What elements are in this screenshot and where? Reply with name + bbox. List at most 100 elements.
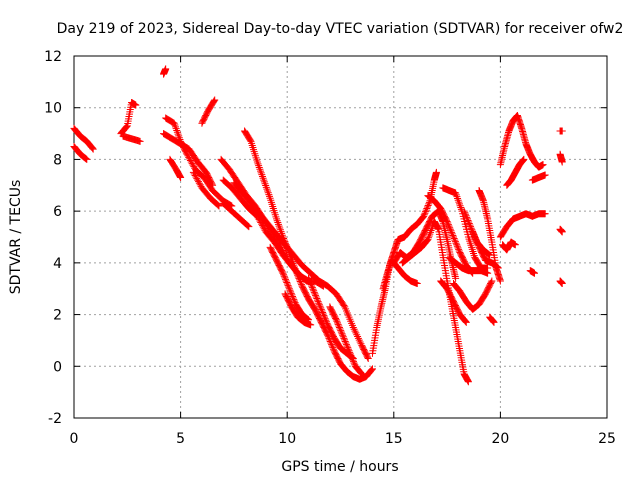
data-point: [422, 208, 430, 216]
data-point: [264, 189, 272, 197]
data-point: [342, 341, 350, 349]
data-point: [292, 267, 300, 275]
data-point: [245, 223, 253, 231]
data-point: [295, 274, 303, 282]
data-point: [462, 318, 470, 326]
data-point: [446, 224, 454, 232]
data-point: [291, 265, 299, 273]
data-point: [82, 154, 90, 162]
data-point: [349, 324, 357, 331]
data-point: [443, 217, 451, 225]
data-point: [289, 294, 297, 302]
data-point: [88, 144, 96, 152]
data-point: [290, 296, 298, 304]
data-point: [191, 171, 199, 179]
data-point: [426, 230, 434, 238]
data-point: [309, 285, 317, 293]
data-point: [278, 268, 286, 276]
data-point: [453, 242, 461, 250]
data-point: [461, 209, 469, 217]
data-point: [313, 296, 321, 304]
data-point: [297, 279, 305, 287]
data-point: [444, 219, 452, 227]
data-point: [258, 222, 266, 230]
data-point: [285, 249, 293, 257]
data-point: [258, 171, 266, 179]
data-point: [189, 168, 197, 176]
data-point: [340, 334, 348, 342]
data-point: [323, 319, 331, 327]
data-point: [319, 309, 327, 317]
data-point: [558, 280, 566, 288]
data-point: [340, 302, 348, 310]
data-point: [558, 158, 566, 166]
data-point: [454, 244, 462, 252]
x-axis-label: GPS time / hours: [281, 459, 398, 475]
data-point: [310, 288, 318, 296]
data-point: [315, 301, 323, 309]
data-point: [312, 293, 320, 301]
y-tick-label: 8: [53, 152, 62, 168]
data-point: [449, 231, 457, 239]
data-point: [413, 280, 421, 288]
data-point: [123, 123, 131, 131]
data-point: [338, 330, 346, 338]
data-point: [257, 219, 265, 227]
data-point: [273, 215, 281, 223]
data-point: [296, 277, 304, 285]
data-point: [464, 378, 472, 386]
data-point: [455, 200, 463, 208]
data-point: [452, 239, 460, 247]
data-point: [306, 279, 314, 287]
data-point: [427, 227, 435, 235]
x-tick-label: 0: [70, 431, 79, 447]
data-point: [136, 137, 144, 145]
data-point: [345, 347, 353, 355]
data-point: [321, 313, 329, 321]
data-point: [262, 182, 270, 190]
data-point: [423, 205, 431, 213]
data-point: [282, 241, 290, 249]
data-point: [328, 342, 336, 350]
data-point: [455, 198, 463, 206]
x-tick-label: 25: [598, 431, 616, 447]
data-point: [285, 247, 293, 255]
data-point: [171, 121, 179, 129]
data-point: [195, 178, 203, 186]
data-point: [89, 145, 97, 153]
data-point: [334, 319, 342, 327]
data-point: [192, 173, 200, 181]
data-point: [364, 353, 372, 361]
data-point: [329, 344, 337, 352]
data-point: [289, 259, 297, 267]
data-point: [348, 353, 356, 361]
data-point: [185, 153, 193, 161]
x-tick-label: 10: [278, 431, 296, 447]
data-point: [162, 65, 170, 73]
data-point: [496, 277, 504, 285]
data-point: [262, 183, 270, 191]
data-point: [464, 216, 472, 224]
data-point: [337, 328, 345, 336]
data-point: [286, 250, 294, 258]
data-point: [306, 277, 314, 285]
y-tick-label: 2: [53, 308, 62, 324]
data-point: [335, 322, 343, 330]
data-point: [451, 238, 459, 246]
data-point: [473, 237, 481, 245]
data-point: [278, 231, 286, 239]
y-tick-label: 6: [53, 204, 62, 220]
data-point: [455, 247, 463, 255]
data-point: [172, 125, 180, 133]
data-point: [474, 240, 482, 248]
data-point: [462, 318, 470, 326]
data-point: [461, 210, 469, 218]
data-point: [347, 351, 355, 359]
data-point: [332, 316, 340, 324]
data-point: [287, 288, 295, 296]
data-point: [266, 192, 274, 200]
data-point: [469, 229, 477, 237]
data-point: [279, 233, 287, 241]
data-point: [316, 302, 324, 310]
data-point: [335, 324, 343, 331]
